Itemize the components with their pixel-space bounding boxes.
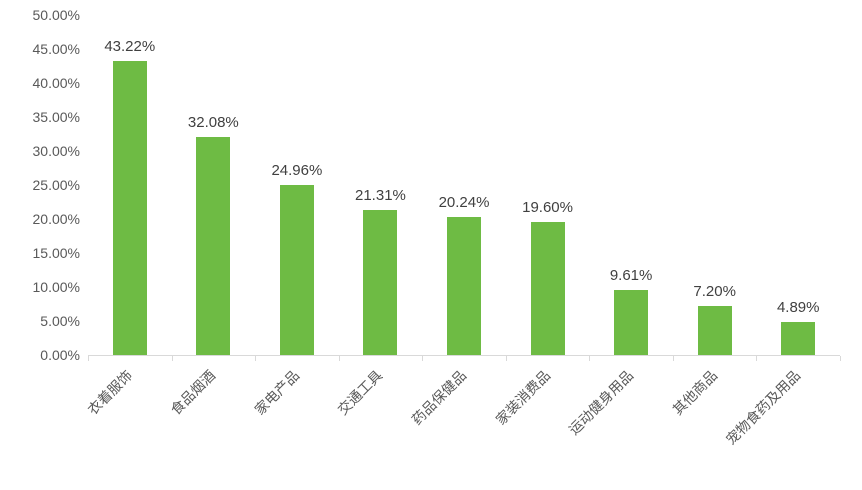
bar — [781, 322, 816, 355]
bar — [697, 306, 732, 355]
y-axis-tick-label: 5.00% — [40, 313, 80, 329]
bar-value-label: 43.22% — [104, 38, 156, 55]
x-axis-tick-mark — [255, 356, 257, 361]
bar — [196, 137, 231, 355]
x-axis-tick-mark — [505, 356, 507, 361]
bar — [363, 210, 398, 355]
x-axis-tick-mark — [338, 356, 340, 361]
y-axis-tick-label: 50.00% — [32, 7, 80, 23]
x-axis-tick-mark — [88, 356, 89, 361]
y-axis-tick-label: 10.00% — [32, 279, 80, 295]
bar — [447, 217, 481, 355]
y-axis-tick-label: 25.00% — [32, 177, 80, 193]
y-axis-tick-label: 40.00% — [32, 75, 80, 91]
bar-value-label: 4.89% — [776, 299, 820, 316]
bar-value-label: 24.96% — [271, 162, 323, 179]
y-axis-tick-label: 45.00% — [32, 41, 80, 57]
y-axis-tick-label: 35.00% — [32, 109, 80, 125]
x-axis-tick-mark — [171, 356, 173, 361]
y-axis-tick-label: 20.00% — [32, 211, 80, 227]
y-axis-tick-label: 30.00% — [32, 143, 80, 159]
bar-value-label: 9.61% — [609, 267, 653, 284]
x-axis-line — [88, 355, 840, 356]
y-axis-tick-label: 15.00% — [32, 245, 80, 261]
x-axis-tick-mark — [756, 356, 758, 361]
bar-value-label: 19.60% — [522, 199, 573, 216]
bar — [112, 61, 147, 355]
bar — [279, 185, 314, 355]
bar-value-label: 20.24% — [438, 194, 490, 211]
y-axis-tick-label: 0.00% — [40, 347, 80, 363]
bar-value-label: 32.08% — [187, 114, 239, 131]
bar-value-label: 7.20% — [693, 283, 736, 300]
x-axis-tick-mark — [589, 356, 591, 361]
x-axis-tick-mark — [422, 356, 424, 361]
x-axis-tick-mark — [840, 356, 841, 361]
bar — [530, 222, 565, 355]
x-axis-tick-mark — [672, 356, 674, 361]
bar-value-label: 21.31% — [355, 187, 406, 204]
bar — [614, 290, 649, 355]
